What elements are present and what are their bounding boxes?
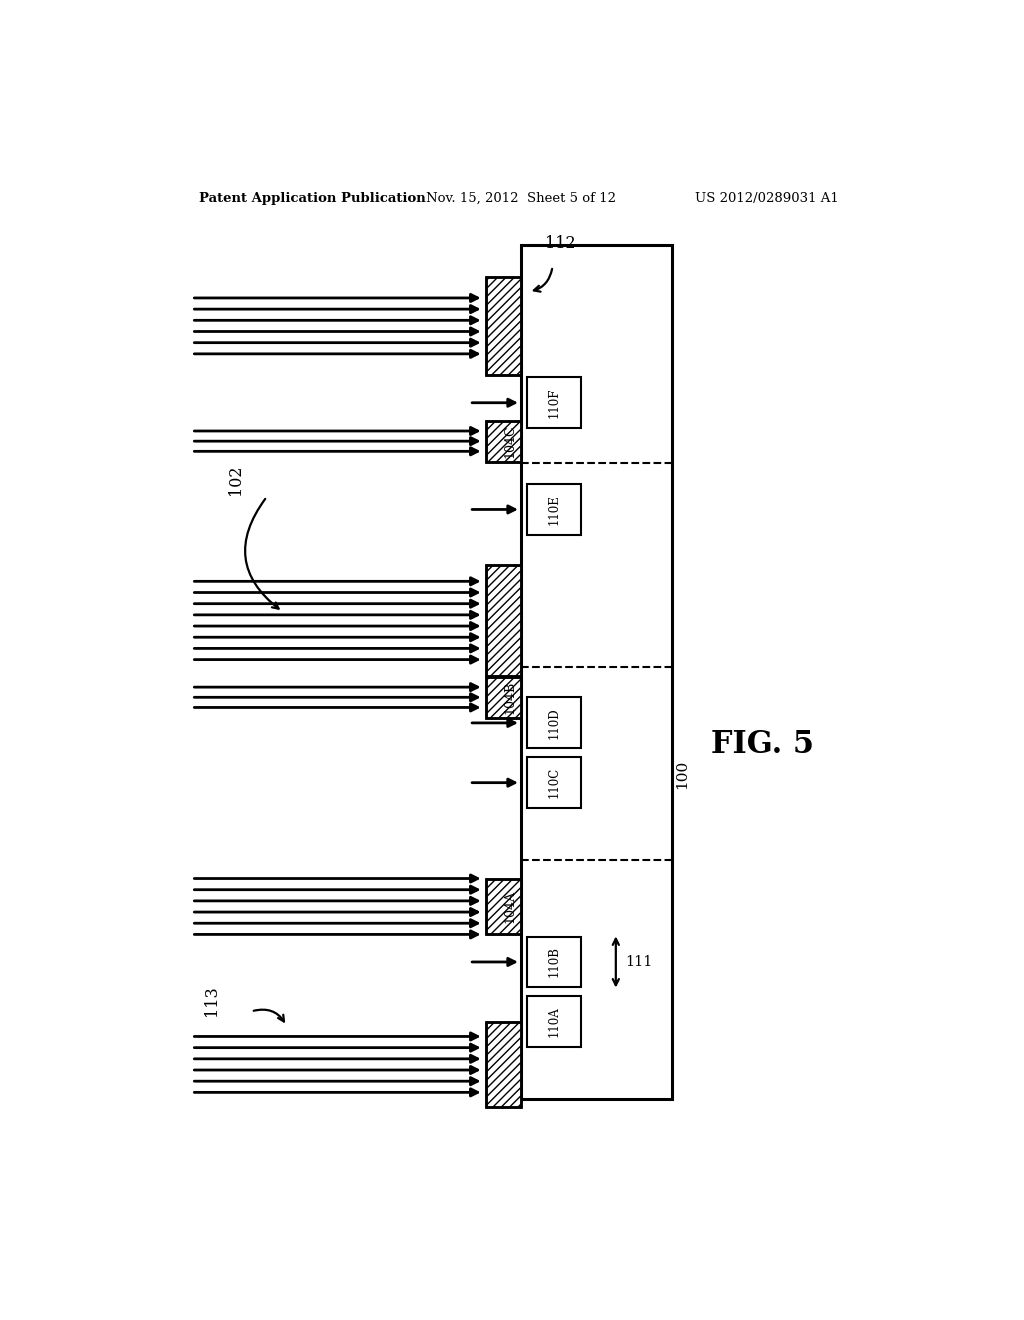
Bar: [527, 378, 582, 428]
Bar: [486, 677, 521, 718]
Bar: [486, 1022, 521, 1107]
Bar: [486, 565, 521, 676]
Bar: [527, 484, 582, 535]
Bar: [527, 937, 582, 987]
Text: 104A: 104A: [504, 890, 517, 923]
Text: 112: 112: [545, 235, 575, 252]
Text: 110B: 110B: [548, 946, 561, 978]
Bar: [527, 758, 582, 808]
Bar: [486, 879, 521, 935]
Text: US 2012/0289031 A1: US 2012/0289031 A1: [695, 193, 840, 205]
Text: Patent Application Publication: Patent Application Publication: [200, 193, 426, 205]
Text: 104C: 104C: [504, 424, 517, 458]
Text: 104B: 104B: [504, 681, 517, 714]
Bar: [486, 421, 521, 462]
Text: 110F: 110F: [548, 388, 561, 418]
Bar: [521, 244, 672, 1098]
Text: 102: 102: [226, 465, 244, 495]
Bar: [486, 879, 521, 935]
Text: 113: 113: [203, 985, 220, 1016]
Bar: [486, 277, 521, 375]
Text: 110D: 110D: [548, 708, 561, 739]
Bar: [486, 277, 521, 375]
Text: 111: 111: [626, 954, 652, 969]
Text: 110C: 110C: [548, 767, 561, 799]
Bar: [486, 677, 521, 718]
Text: Nov. 15, 2012  Sheet 5 of 12: Nov. 15, 2012 Sheet 5 of 12: [426, 193, 615, 205]
Bar: [486, 565, 521, 676]
Bar: [486, 1022, 521, 1107]
Bar: [527, 997, 582, 1047]
Bar: [486, 421, 521, 462]
Text: 110A: 110A: [548, 1006, 561, 1038]
Text: 110E: 110E: [548, 494, 561, 525]
Text: 100: 100: [676, 759, 689, 789]
Bar: [527, 697, 582, 748]
Text: FIG. 5: FIG. 5: [712, 729, 814, 760]
